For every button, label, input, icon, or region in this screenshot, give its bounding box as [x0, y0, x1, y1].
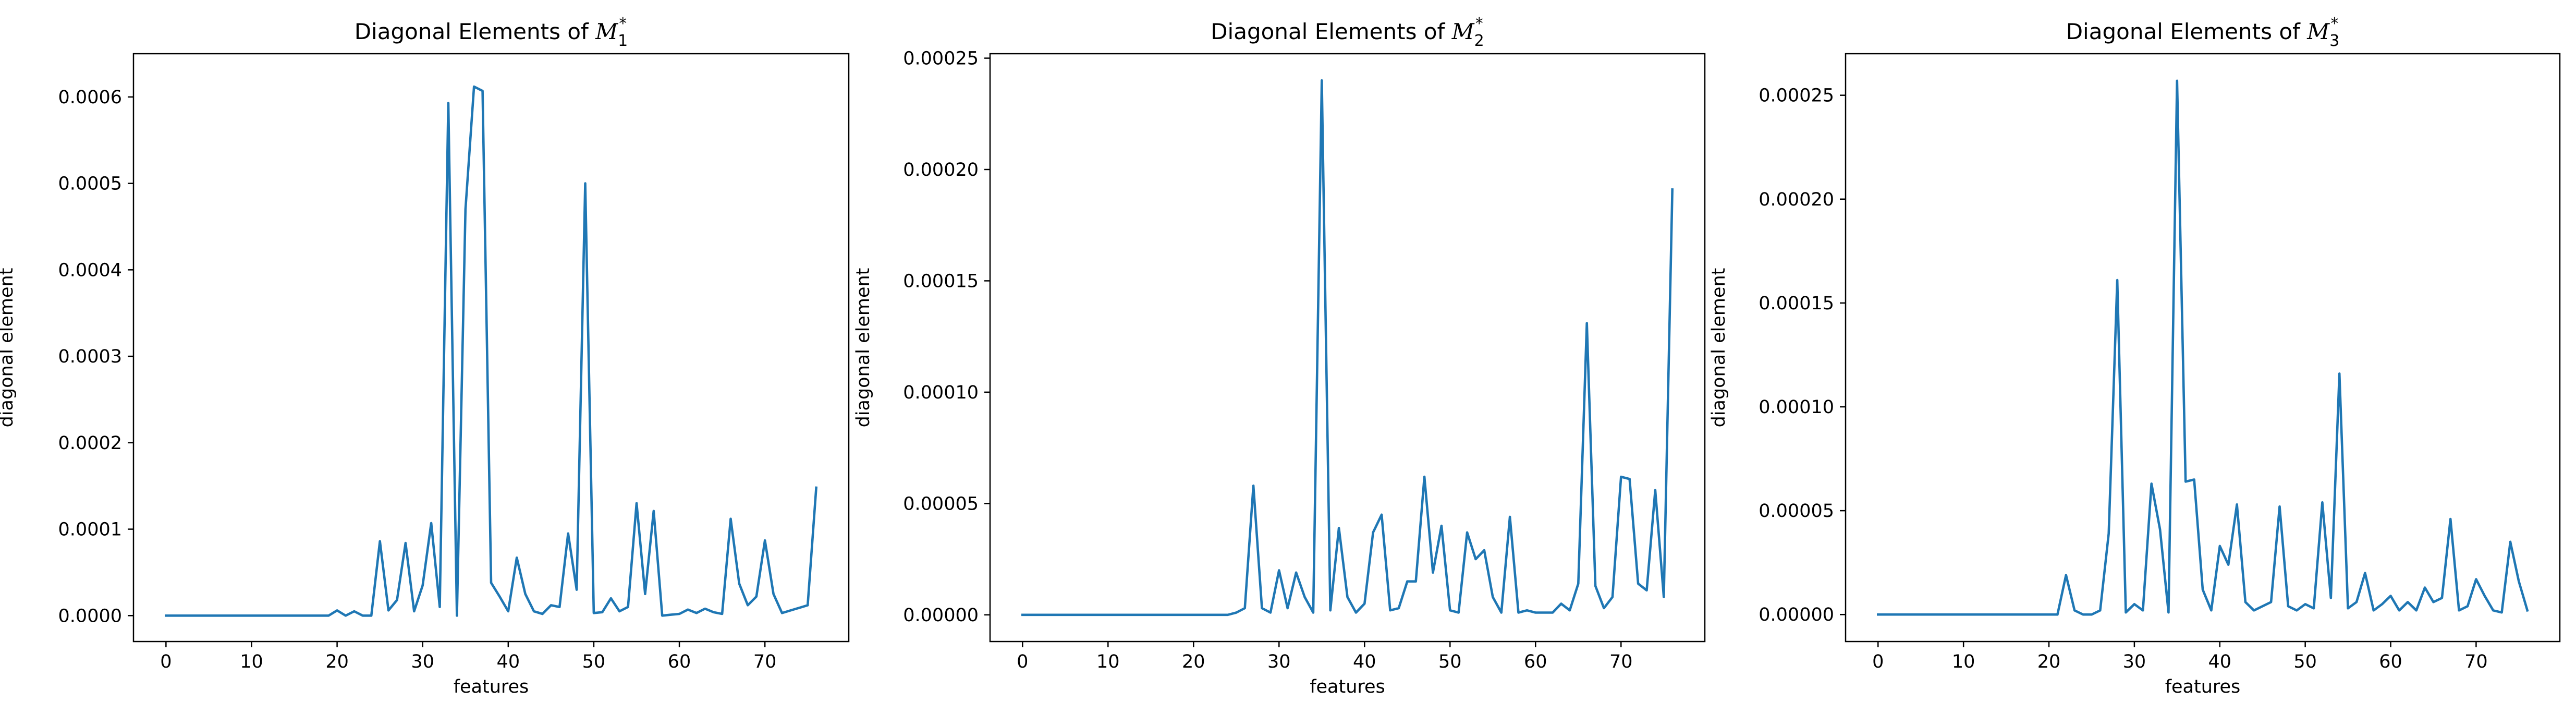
- x-tick-label: 0: [1872, 651, 1884, 672]
- y-tick-label: 0.0005: [58, 174, 122, 195]
- x-tick-label: 60: [668, 651, 691, 672]
- x-tick-label: 10: [240, 651, 263, 672]
- x-tick-label: 50: [582, 651, 606, 672]
- y-tick-label: 0.00015: [903, 271, 979, 292]
- x-axis-label: features: [2165, 676, 2241, 697]
- x-tick-label: 40: [497, 651, 520, 672]
- y-axis-label: diagonal element: [1708, 268, 1729, 428]
- chart-title: Diagonal Elements of M3*: [2066, 15, 2340, 50]
- y-tick-label: 0.0003: [58, 346, 122, 367]
- axes-frame: [1845, 53, 2561, 643]
- y-tick-label: 0.00025: [903, 49, 979, 69]
- y-tick-label: 0.00025: [1759, 86, 1834, 106]
- chart-panel-2: 0 10 20 30 40 50 60 70 0.00000 0.00005 0.00010 0.00…: [853, 15, 1706, 697]
- y-tick-label: 0.00010: [1759, 397, 1834, 418]
- y-tick-label: 0.0002: [58, 433, 122, 454]
- series-line-1: [1877, 79, 2529, 616]
- y-tick-label: 0.0006: [58, 87, 122, 108]
- x-tick-label: 0: [1017, 651, 1028, 672]
- x-tick-label: 60: [2379, 651, 2402, 672]
- y-tick-label: 0.00015: [1759, 293, 1834, 314]
- series-line-1: [165, 85, 818, 617]
- x-tick-label: 20: [1182, 651, 1205, 672]
- x-tick-label: 30: [2123, 651, 2146, 672]
- chart-panel-3: 0 10 20 30 40 50 60 70 0.00000 0.00005 0.00010 0.00…: [1708, 15, 2561, 697]
- y-tick-label: 0.00005: [903, 493, 979, 514]
- x-tick-label: 60: [1524, 651, 1547, 672]
- y-tick-label: 0.00000: [1759, 605, 1834, 625]
- y-tick-label: 0.00000: [903, 605, 979, 626]
- x-tick-label: 70: [2464, 651, 2488, 672]
- x-axis-label: features: [454, 676, 529, 697]
- y-tick-label: 0.0000: [58, 606, 122, 626]
- x-tick-label: 50: [1438, 651, 1462, 672]
- x-tick-label: 70: [753, 651, 777, 672]
- x-tick-label: 50: [2293, 651, 2317, 672]
- x-tick-label: 0: [160, 651, 172, 672]
- y-axis-label: diagonal element: [853, 268, 874, 428]
- x-tick-label: 30: [411, 651, 434, 672]
- series-line-1: [1021, 79, 1674, 617]
- x-axis-label: features: [1310, 676, 1385, 697]
- x-tick-label: 30: [1267, 651, 1291, 672]
- y-tick-label: 0.0004: [58, 260, 122, 281]
- chart-title: Diagonal Elements of M1*: [355, 15, 628, 50]
- chart-title: Diagonal Elements of M2*: [1211, 15, 1484, 50]
- x-tick-label: 10: [1096, 651, 1120, 672]
- axes-frame: [132, 53, 850, 643]
- x-tick-label: 20: [325, 651, 349, 672]
- y-tick-label: 0.00010: [903, 382, 979, 403]
- y-tick-label: 0.0001: [58, 519, 122, 540]
- chart-panel-1: 0 10 20 30 40 50 60 70 0.0000 0.0001 0.0002 0.0003 0…: [0, 15, 850, 697]
- y-axis-label: diagonal element: [0, 268, 17, 428]
- y-tick-label: 0.00020: [903, 160, 979, 180]
- x-tick-label: 10: [1952, 651, 1975, 672]
- y-tick-label: 0.00020: [1759, 189, 1834, 210]
- y-tick-label: 0.00005: [1759, 501, 1834, 522]
- x-tick-label: 40: [2208, 651, 2232, 672]
- x-tick-label: 40: [1353, 651, 1376, 672]
- x-tick-label: 70: [1609, 651, 1633, 672]
- axes-frame: [989, 53, 1706, 643]
- x-tick-label: 20: [2037, 651, 2061, 672]
